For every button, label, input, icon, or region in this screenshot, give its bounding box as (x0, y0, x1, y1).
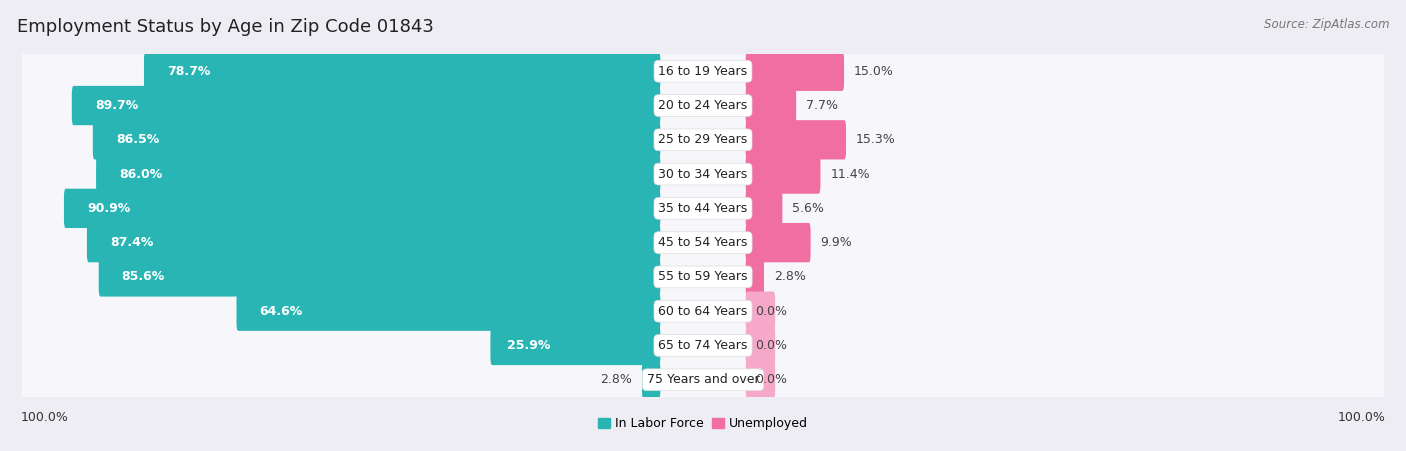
Text: 2.8%: 2.8% (773, 271, 806, 283)
Text: 0.0%: 0.0% (755, 373, 787, 386)
FancyBboxPatch shape (143, 51, 661, 91)
Text: 16 to 19 Years: 16 to 19 Years (658, 65, 748, 78)
Text: Source: ZipAtlas.com: Source: ZipAtlas.com (1264, 18, 1389, 31)
Text: 5.6%: 5.6% (792, 202, 824, 215)
FancyBboxPatch shape (22, 130, 1384, 218)
Text: 90.9%: 90.9% (87, 202, 131, 215)
Text: 55 to 59 Years: 55 to 59 Years (658, 271, 748, 283)
Text: 89.7%: 89.7% (94, 99, 138, 112)
Text: 100.0%: 100.0% (21, 411, 69, 424)
Text: 100.0%: 100.0% (1337, 411, 1385, 424)
Text: 45 to 54 Years: 45 to 54 Years (658, 236, 748, 249)
FancyBboxPatch shape (22, 336, 1384, 423)
FancyBboxPatch shape (63, 189, 661, 228)
Text: 0.0%: 0.0% (755, 339, 787, 352)
FancyBboxPatch shape (643, 360, 661, 400)
FancyBboxPatch shape (72, 86, 661, 125)
Text: 25 to 29 Years: 25 to 29 Years (658, 133, 748, 146)
FancyBboxPatch shape (22, 96, 1384, 184)
Text: 75 Years and over: 75 Years and over (647, 373, 759, 386)
FancyBboxPatch shape (22, 28, 1384, 115)
FancyBboxPatch shape (22, 267, 1384, 355)
FancyBboxPatch shape (745, 223, 811, 262)
Text: 15.0%: 15.0% (853, 65, 894, 78)
FancyBboxPatch shape (22, 165, 1384, 252)
Text: 9.9%: 9.9% (821, 236, 852, 249)
FancyBboxPatch shape (98, 257, 661, 297)
FancyBboxPatch shape (22, 233, 1384, 321)
FancyBboxPatch shape (745, 51, 844, 91)
FancyBboxPatch shape (745, 86, 796, 125)
Text: 64.6%: 64.6% (260, 305, 302, 318)
Text: 0.0%: 0.0% (755, 305, 787, 318)
FancyBboxPatch shape (96, 154, 661, 194)
FancyBboxPatch shape (236, 291, 661, 331)
Text: 7.7%: 7.7% (806, 99, 838, 112)
Text: 86.0%: 86.0% (120, 168, 162, 180)
FancyBboxPatch shape (745, 326, 775, 365)
Text: 30 to 34 Years: 30 to 34 Years (658, 168, 748, 180)
FancyBboxPatch shape (745, 360, 775, 400)
FancyBboxPatch shape (87, 223, 661, 262)
FancyBboxPatch shape (22, 62, 1384, 149)
Text: 20 to 24 Years: 20 to 24 Years (658, 99, 748, 112)
Text: 85.6%: 85.6% (122, 271, 165, 283)
FancyBboxPatch shape (745, 120, 846, 160)
FancyBboxPatch shape (745, 189, 782, 228)
Legend: In Labor Force, Unemployed: In Labor Force, Unemployed (593, 412, 813, 435)
FancyBboxPatch shape (491, 326, 661, 365)
FancyBboxPatch shape (22, 199, 1384, 286)
Text: 78.7%: 78.7% (167, 65, 211, 78)
Text: 86.5%: 86.5% (115, 133, 159, 146)
Text: 60 to 64 Years: 60 to 64 Years (658, 305, 748, 318)
Text: Employment Status by Age in Zip Code 01843: Employment Status by Age in Zip Code 018… (17, 18, 433, 36)
Text: 87.4%: 87.4% (110, 236, 153, 249)
Text: 35 to 44 Years: 35 to 44 Years (658, 202, 748, 215)
Text: 15.3%: 15.3% (856, 133, 896, 146)
Text: 25.9%: 25.9% (506, 339, 550, 352)
Text: 65 to 74 Years: 65 to 74 Years (658, 339, 748, 352)
FancyBboxPatch shape (93, 120, 661, 160)
Text: 2.8%: 2.8% (600, 373, 633, 386)
Text: 11.4%: 11.4% (831, 168, 870, 180)
FancyBboxPatch shape (745, 291, 775, 331)
FancyBboxPatch shape (745, 257, 763, 297)
FancyBboxPatch shape (745, 154, 821, 194)
FancyBboxPatch shape (22, 302, 1384, 389)
